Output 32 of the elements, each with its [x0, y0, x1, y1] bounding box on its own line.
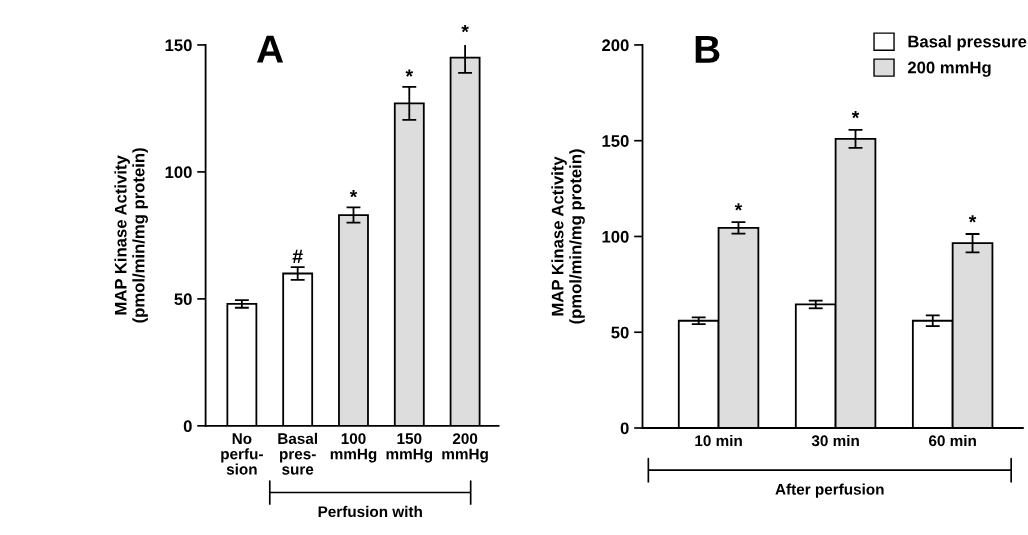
chart-title: B — [695, 35, 720, 63]
annotation: * — [461, 24, 469, 33]
x-tick-label: Basal pres- sure — [278, 432, 317, 475]
y-tick-label: 200 — [602, 39, 629, 52]
annotation: * — [968, 215, 977, 223]
y-axis-title: MAP Kinase Activity (pmol/min/mg protein) — [114, 148, 148, 323]
legend-label: Basal pressure — [908, 35, 1027, 51]
annotation: * — [405, 69, 414, 77]
chart-title: A — [256, 35, 284, 63]
annotation: * — [734, 203, 743, 211]
legend-label: 200 mmHg — [907, 61, 991, 77]
x-tick-label: 10 min — [695, 434, 742, 447]
y-tick-label: 0 — [183, 420, 192, 433]
annotation: # — [292, 249, 303, 264]
y-tick-label: 150 — [602, 135, 629, 147]
y-tick-label: 100 — [602, 230, 629, 243]
y-axis-title: MAP Kinase Activity (pmol/min/mg protein) — [551, 149, 585, 324]
y-tick-label: 0 — [620, 422, 629, 435]
text: Perfusion with — [318, 505, 422, 518]
annotation: * — [851, 110, 860, 119]
y-tick-label: 100 — [165, 166, 192, 179]
x-tick-label: 150 mmHg — [386, 433, 433, 463]
y-tick-label: 50 — [174, 293, 192, 306]
x-tick-label: 200 mmHg — [442, 433, 488, 463]
x-tick-label: No perfu- sion — [221, 433, 263, 475]
y-tick-label: 50 — [611, 326, 629, 339]
x-tick-label: 60 min — [929, 434, 976, 447]
annotation: * — [349, 190, 358, 198]
x-tick-label: 30 min — [811, 434, 859, 447]
x-tick-label: 100 mmHg — [330, 433, 377, 463]
y-tick-label: 150 — [165, 39, 192, 52]
text: After perfusion — [775, 483, 884, 498]
